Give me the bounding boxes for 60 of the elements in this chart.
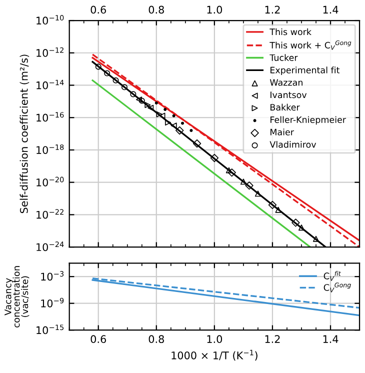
x-tick-label: 1.4 (323, 335, 338, 343)
x-tick-label: 0.6 (90, 6, 106, 14)
x-tick-label: 0.6 (90, 335, 106, 344)
y-tick-label: 10$^{−22}$ (36, 209, 64, 219)
y-tick-label: 10$^{−3}$ (41, 271, 64, 281)
point (254, 190, 261, 197)
point (164, 119, 172, 126)
y-tick-label: 10$^{−9}$ (41, 298, 64, 308)
legend-label: Maier (270, 128, 294, 136)
point (298, 224, 305, 231)
x-tick-label: 1.0 (207, 6, 222, 14)
point (181, 122, 184, 125)
y-tick-label: 10$^{−14}$ (36, 80, 64, 90)
point (245, 181, 254, 190)
x-tick-label: 1.2 (265, 6, 280, 14)
x-axis-title: 1000 × 1/T (K$^{−1}$) (172, 350, 258, 361)
legend-label: Experimental fit (270, 66, 340, 76)
y-tick-label: 10$^{−24}$ (36, 242, 64, 252)
legend-label: Tucker (270, 54, 298, 61)
legend-label: This work + C$_{V}$$^{Gong}$ (270, 40, 352, 50)
point (190, 128, 193, 132)
point (312, 236, 320, 242)
x-tick-label: 1.2 (265, 335, 280, 343)
point (192, 139, 202, 148)
point (172, 114, 176, 118)
point (228, 168, 236, 177)
point (144, 102, 151, 108)
legend-label: Wazzan (270, 79, 302, 86)
legend-label: C$_{V}$$^{Gong}$ (324, 282, 351, 292)
point (148, 104, 154, 111)
point (292, 218, 300, 227)
point (159, 112, 166, 119)
y-axis-title: Vacancy concentration (vac/site) (4, 266, 30, 328)
point (154, 101, 158, 105)
point (240, 178, 246, 185)
y-tick-label: 10$^{−15}$ (36, 324, 64, 334)
legend-label: Vladimirov (270, 141, 316, 148)
point (176, 126, 184, 135)
point (156, 111, 162, 118)
x-tick-label: 1.4 (323, 6, 338, 14)
y-tick-label: 10$^{−12}$ (36, 47, 64, 57)
legend-label: This work (270, 28, 312, 36)
y-axis-title: Self-diffusion coefficient (m²/s) (20, 54, 30, 214)
x-tick-label: 1.0 (207, 335, 222, 344)
y-tick-label: 10$^{−10}$ (36, 14, 64, 25)
point (275, 206, 282, 213)
point (136, 96, 142, 103)
point (164, 108, 167, 111)
legend-label: C$_{V}$$^{fit}$ (324, 270, 342, 281)
y-tick-label: 10$^{−18}$ (36, 144, 64, 154)
legend-label: Ivantsov (270, 92, 307, 98)
legend-label: Feller-Kniepmeier (270, 116, 346, 125)
point (268, 200, 277, 210)
x-tick-label: 0.8 (148, 6, 164, 14)
y-tick-label: 10$^{−16}$ (36, 112, 64, 122)
point (226, 167, 232, 174)
y-tick-label: 10$^{−20}$ (36, 176, 64, 186)
point (210, 154, 219, 162)
legend-label: Bakker (270, 104, 300, 111)
x-tick-label: 0.8 (148, 335, 164, 344)
